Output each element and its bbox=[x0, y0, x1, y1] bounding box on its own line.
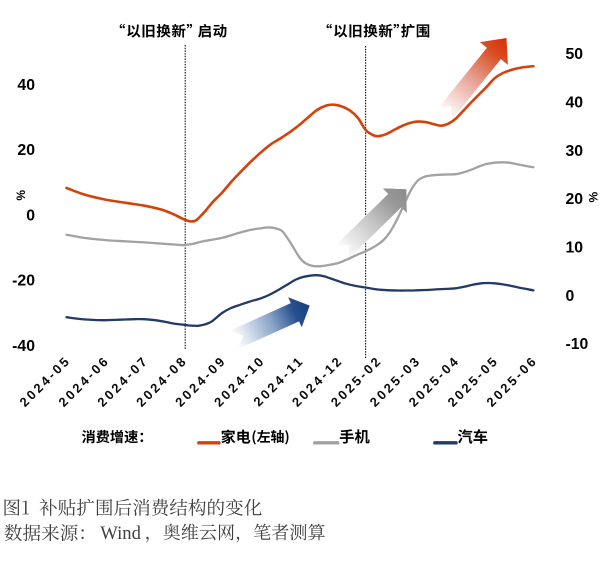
svg-text:%: % bbox=[587, 192, 601, 203]
svg-text:30: 30 bbox=[566, 143, 584, 160]
svg-text:-40: -40 bbox=[12, 338, 35, 355]
svg-text:40: 40 bbox=[17, 77, 35, 94]
svg-text:%: % bbox=[14, 190, 28, 201]
svg-text:50: 50 bbox=[566, 46, 584, 63]
svg-text:-10: -10 bbox=[566, 336, 589, 353]
svg-text:0: 0 bbox=[566, 288, 575, 305]
svg-text:40: 40 bbox=[566, 95, 584, 112]
svg-text:10: 10 bbox=[566, 240, 584, 257]
svg-text:-20: -20 bbox=[12, 273, 35, 290]
svg-text:20: 20 bbox=[17, 142, 35, 159]
svg-text:20: 20 bbox=[566, 191, 584, 208]
svg-text:Wind: Wind bbox=[100, 523, 141, 544]
svg-text:0: 0 bbox=[26, 207, 35, 224]
